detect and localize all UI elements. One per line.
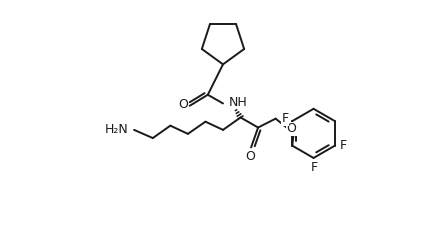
Text: O: O xyxy=(178,98,188,111)
Text: O: O xyxy=(245,150,255,163)
Text: O: O xyxy=(286,122,296,135)
Text: F: F xyxy=(340,139,347,152)
Text: NH: NH xyxy=(228,96,247,109)
Text: F: F xyxy=(311,161,318,174)
Text: F: F xyxy=(282,112,289,125)
Text: H₂N: H₂N xyxy=(104,123,128,136)
